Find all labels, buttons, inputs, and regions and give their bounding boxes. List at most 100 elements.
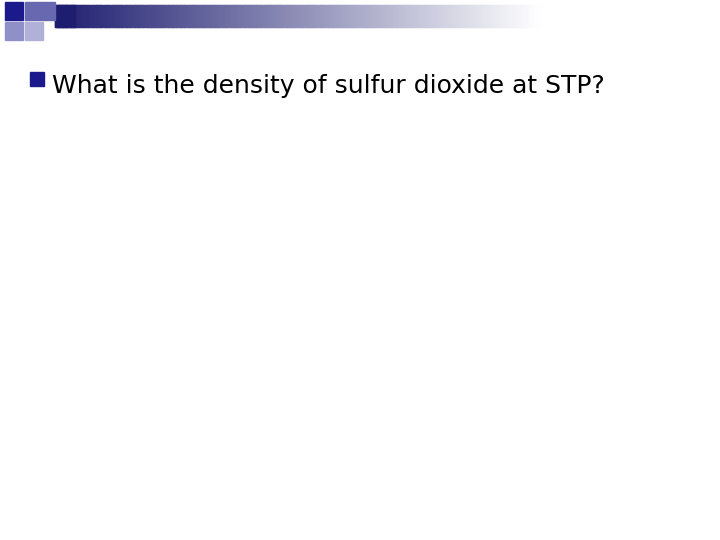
Bar <box>404 5 406 27</box>
Bar <box>199 5 201 27</box>
Bar <box>68 5 70 27</box>
Bar <box>508 5 510 27</box>
Bar <box>445 5 446 27</box>
Bar <box>127 5 130 27</box>
Bar <box>487 5 489 27</box>
Bar <box>288 5 290 27</box>
Bar <box>417 5 419 27</box>
Bar <box>202 5 204 27</box>
Bar <box>256 5 258 27</box>
Bar <box>402 5 405 27</box>
Bar <box>341 5 343 27</box>
Bar <box>344 5 346 27</box>
Bar <box>297 5 300 27</box>
Bar <box>330 5 332 27</box>
Bar <box>299 5 301 27</box>
Bar <box>423 5 426 27</box>
Bar <box>76 5 78 27</box>
Bar <box>419 5 421 27</box>
Bar <box>210 5 212 27</box>
Bar <box>317 5 319 27</box>
Bar <box>73 5 75 27</box>
Bar <box>305 5 307 27</box>
Bar <box>150 5 153 27</box>
Bar <box>289 5 292 27</box>
Bar <box>291 5 293 27</box>
Bar <box>338 5 340 27</box>
Bar <box>230 5 232 27</box>
Bar <box>117 5 119 27</box>
Bar <box>454 5 456 27</box>
Bar <box>66 5 68 27</box>
Bar <box>459 5 462 27</box>
Bar <box>519 5 521 27</box>
Bar <box>387 5 389 27</box>
Bar <box>165 5 167 27</box>
Bar <box>462 5 464 27</box>
Bar <box>81 5 83 27</box>
Bar <box>469 5 471 27</box>
Bar <box>262 5 264 27</box>
Bar <box>131 5 133 27</box>
Bar <box>446 5 449 27</box>
Bar <box>528 5 531 27</box>
Bar <box>244 5 246 27</box>
Bar <box>183 5 185 27</box>
Bar <box>61 5 63 27</box>
Bar <box>436 5 438 27</box>
Bar <box>215 5 217 27</box>
Bar <box>147 5 149 27</box>
Bar <box>55 5 75 27</box>
Bar <box>388 5 390 27</box>
Bar <box>393 5 395 27</box>
Bar <box>284 5 287 27</box>
Bar <box>212 5 214 27</box>
Bar <box>125 5 127 27</box>
Bar <box>83 5 85 27</box>
Bar <box>408 5 410 27</box>
Bar <box>364 5 366 27</box>
Bar <box>99 5 101 27</box>
Bar <box>396 5 398 27</box>
Bar <box>430 5 432 27</box>
Bar <box>258 5 261 27</box>
Bar <box>226 5 228 27</box>
Bar <box>493 5 495 27</box>
Bar <box>196 5 198 27</box>
Bar <box>294 5 297 27</box>
Bar <box>323 5 325 27</box>
Bar <box>480 5 482 27</box>
Bar <box>477 5 479 27</box>
Bar <box>121 5 123 27</box>
Bar <box>168 5 171 27</box>
Bar <box>336 5 338 27</box>
Bar <box>194 5 196 27</box>
Bar <box>534 5 536 27</box>
Bar <box>110 5 112 27</box>
Bar <box>422 5 424 27</box>
Bar <box>361 5 363 27</box>
Bar <box>464 5 466 27</box>
Bar <box>485 5 487 27</box>
Bar <box>292 5 294 27</box>
Bar <box>89 5 91 27</box>
Bar <box>479 5 481 27</box>
Bar <box>482 5 484 27</box>
Bar <box>157 5 159 27</box>
Bar <box>349 5 351 27</box>
Bar <box>65 5 67 27</box>
Bar <box>438 5 440 27</box>
Bar <box>192 5 194 27</box>
Bar <box>369 5 371 27</box>
Bar <box>348 5 350 27</box>
Bar <box>356 5 358 27</box>
Bar <box>130 5 132 27</box>
Bar <box>420 5 423 27</box>
Bar <box>513 5 515 27</box>
Bar <box>283 5 285 27</box>
Bar <box>353 5 354 27</box>
Bar <box>518 5 520 27</box>
Bar <box>428 5 431 27</box>
Bar <box>222 5 224 27</box>
Bar <box>217 5 219 27</box>
